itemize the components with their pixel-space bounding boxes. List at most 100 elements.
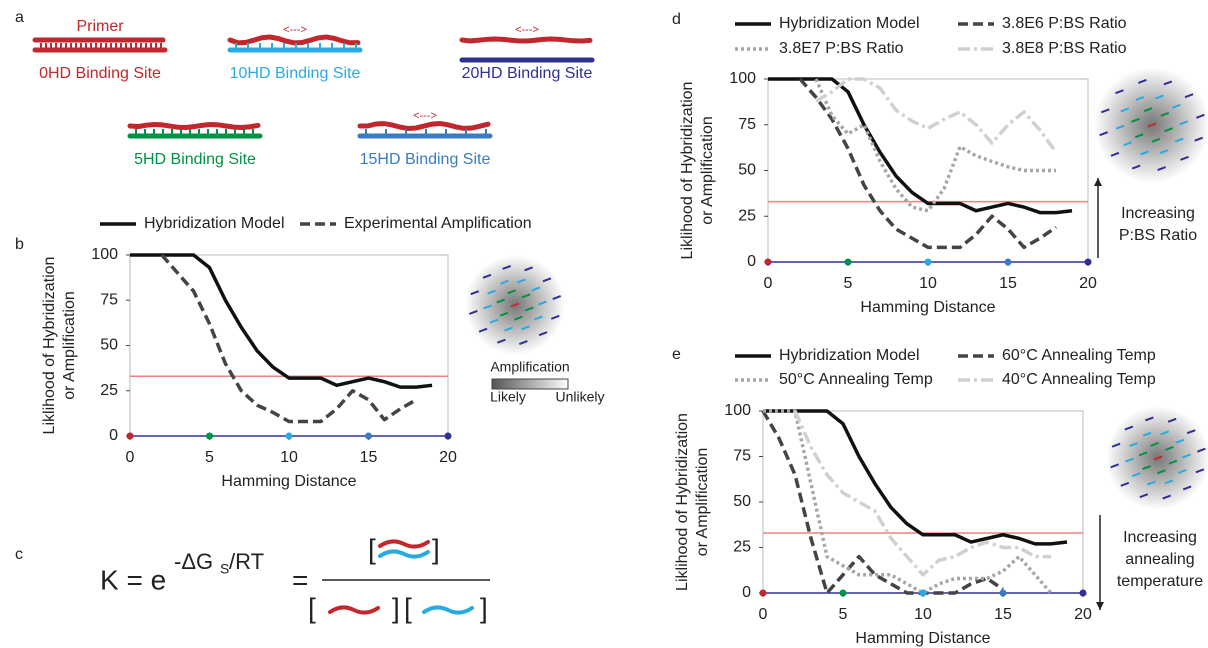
y-tick-label: 0 [742, 584, 751, 601]
cloud-dash [1162, 494, 1172, 500]
y-tick-label: 75 [100, 291, 118, 308]
cloud-dash [1137, 79, 1147, 84]
color-bar [491, 378, 569, 390]
cloud-dash [1182, 485, 1192, 491]
cloud-dash [1184, 93, 1194, 99]
x-tick-label: 5 [844, 275, 853, 292]
series-line [130, 253, 433, 389]
annotation: Likely [490, 389, 526, 405]
cloud-dash [482, 273, 492, 279]
mismatch-arrow: <---> [515, 24, 539, 36]
site-label: 5HD Binding Site [134, 151, 256, 168]
cloud-dash [538, 300, 547, 306]
cloud-dash [507, 289, 517, 295]
cloud-dash [1179, 120, 1189, 126]
cloud-dash [1186, 429, 1196, 435]
site-label: 20HD Binding Site [462, 65, 593, 82]
y-tick-label: 25 [738, 207, 756, 224]
x-tick-label: 5 [839, 606, 848, 623]
x-tick-label: 0 [764, 275, 773, 292]
annotation: Increasing [1121, 205, 1195, 222]
cloud-dash [1160, 111, 1170, 117]
cloud-dash [1155, 94, 1164, 100]
x-tick-label: 10 [919, 275, 937, 292]
cloud-dash [1168, 459, 1178, 465]
cloud-dash [1167, 417, 1177, 423]
arrow-head [1094, 178, 1102, 186]
axis-marker [924, 258, 932, 266]
cloud-dash [1157, 166, 1167, 171]
legend-label: 50°C Annealing Temp [779, 371, 933, 388]
y-tick-label: 0 [747, 253, 756, 270]
cloud-dash [1135, 96, 1145, 101]
strand-icon [328, 605, 380, 615]
cloud-dash [1138, 451, 1148, 457]
cloud-dash [1160, 430, 1170, 436]
strand-icon [378, 549, 430, 559]
site-label: 10HD Binding Site [230, 65, 361, 82]
x-tick-label: 15 [999, 275, 1017, 292]
y-axis-label: or Amplification [694, 448, 711, 557]
cloud-dash [513, 315, 523, 321]
y-tick-label: 100 [91, 246, 118, 263]
cloud-dash [1111, 442, 1121, 448]
equation-text: K = e [100, 564, 166, 595]
annotation: annealing [1125, 551, 1194, 568]
series-line [763, 409, 1068, 546]
axis-marker [206, 432, 213, 440]
cloud-dash [524, 266, 533, 272]
cloud-dash [499, 311, 509, 317]
axis-marker [999, 589, 1007, 597]
axis-marker [1004, 258, 1012, 266]
primer-strand [357, 121, 491, 131]
y-axis-label: or Amplification [699, 116, 716, 225]
cloud-dash [1146, 480, 1156, 486]
axis-marker [844, 258, 852, 266]
cloud-dash [1171, 103, 1181, 109]
y-axis-label: Liklihood of Hybridization [674, 413, 691, 591]
primer-strand [459, 36, 593, 44]
cloud-dash [1142, 431, 1152, 437]
equation-text: -ΔG [174, 549, 213, 574]
cloud-dash [510, 302, 520, 308]
x-tick-label: 10 [914, 606, 932, 623]
cloud-dash [517, 278, 526, 284]
legend-label: 40°C Annealing Temp [1002, 371, 1156, 388]
cloud-dash [1144, 416, 1154, 422]
plot-frame [762, 410, 1084, 594]
legend-label: 3.8E7 P:BS Ratio [779, 40, 904, 57]
cloud-dash [1125, 457, 1134, 463]
y-tick-label: 50 [100, 337, 118, 354]
cloud-dash [1142, 465, 1151, 470]
panel-label: c [15, 546, 23, 563]
cloud-dash [1131, 164, 1141, 170]
series-line [761, 410, 1004, 595]
series-line [793, 410, 1051, 577]
cloud-dash [1165, 446, 1174, 451]
axis-marker [126, 432, 134, 440]
axis-marker [1084, 258, 1092, 266]
strand-icon [378, 539, 430, 549]
cloud-dash [1151, 137, 1161, 143]
cloud-dash [1120, 107, 1130, 113]
y-tick-label: 100 [724, 402, 751, 419]
x-tick-label: 20 [1079, 275, 1097, 292]
cloud-dash [1153, 455, 1163, 461]
cloud-dash [1100, 108, 1110, 114]
annotation: Amplification [490, 359, 569, 375]
cloud-dash [1143, 107, 1153, 113]
mismatch-arrow: <---> [283, 24, 307, 36]
x-tick-label: 5 [205, 449, 214, 466]
cloud-dash [524, 306, 534, 312]
cloud-dash [1131, 472, 1141, 478]
plot-frame [129, 254, 449, 437]
equation-text: ] [432, 533, 440, 564]
axis-marker [444, 432, 452, 440]
site-label: 15HD Binding Site [360, 151, 491, 168]
annotation: temperature [1117, 573, 1203, 590]
cloud-dash [1178, 469, 1187, 474]
cloud-dash [1163, 80, 1173, 86]
cloud-dash [1115, 89, 1124, 95]
equation-text: ] [480, 592, 488, 623]
cloud-dash [1120, 481, 1130, 487]
